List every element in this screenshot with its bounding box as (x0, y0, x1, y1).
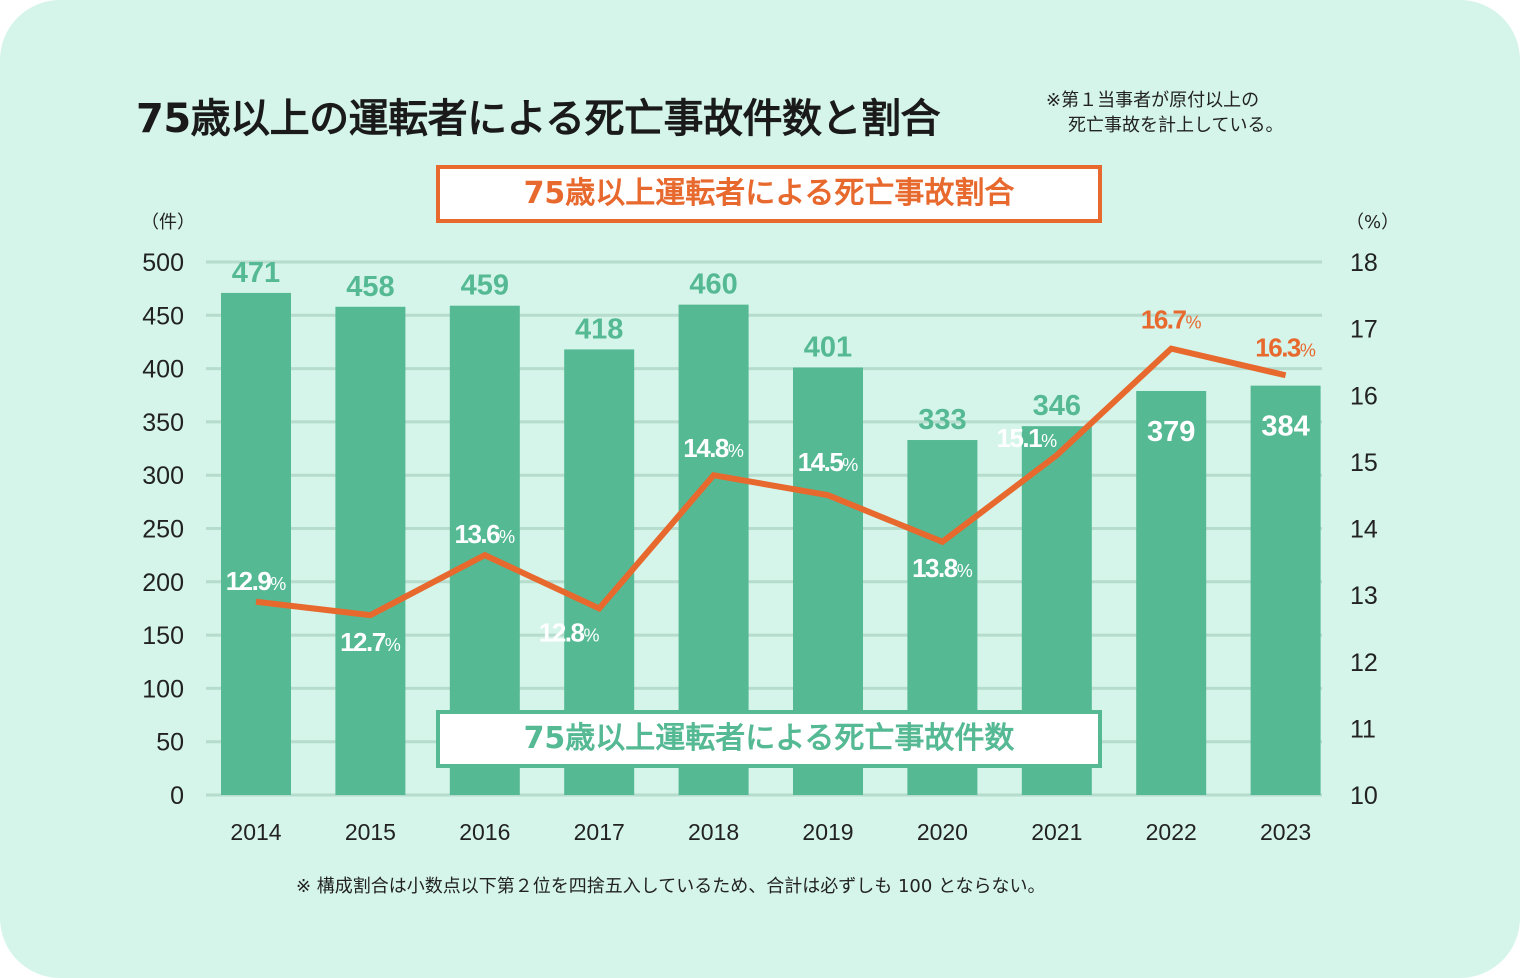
rate-unit: % (1300, 340, 1316, 360)
bar-value-label: 460 (689, 269, 737, 301)
left-tick-label: 350 (142, 409, 184, 437)
rate-labels: 12.9%12.7%13.6%12.8%14.8% 14.5%13.8%15.1%… (226, 305, 1316, 658)
right-tick-label: 13 (1350, 582, 1378, 610)
right-tick-label: 18 (1350, 249, 1378, 277)
bar-value-label: 333 (918, 404, 966, 436)
left-tick-label: 500 (142, 249, 184, 277)
left-tick-label: 50 (156, 729, 184, 757)
rate-value: 16.3 (1255, 332, 1301, 362)
x-axis-ticks: 2014 2015 2016 2017 2018 2019 2020 2021 2022 2023 (230, 819, 1311, 845)
left-tick-label: 400 (142, 356, 184, 384)
footnote: ※ 構成割合は小数点以下第２位を四捨五入しているため、合計は必ずしも 100 と… (296, 876, 1046, 897)
x-tick-label: 2015 (345, 819, 396, 845)
rate-value-label: 16.3% (1255, 332, 1316, 362)
right-tick-label: 14 (1350, 516, 1378, 544)
source-note-line-1: ※第１当事者が原付以上の (1046, 90, 1260, 111)
rate-value-label: 14.8% (683, 433, 744, 463)
x-tick-label: 2016 (459, 819, 510, 845)
bar-value-label: 459 (461, 270, 509, 302)
rate-value-label: 12.8% (539, 617, 600, 647)
legend-count: 75歳以上運転者による死亡事故件数 (436, 710, 1102, 768)
bar (335, 306, 406, 795)
rate-value-label: 12.7% (340, 627, 401, 657)
source-note: ※第１当事者が原付以上の 死亡事故を計上している。 (1046, 88, 1283, 138)
right-axis-ticks: 10 11 12 13 14 15 16 17 18 (1350, 249, 1378, 810)
x-tick-label: 2018 (688, 819, 739, 845)
x-tick-label: 2014 (230, 819, 281, 845)
x-tick-label: 2019 (802, 819, 853, 845)
bar-labels: 471 458 459 418 460 401 333 346 379 384 (232, 257, 1310, 448)
rate-line-path (255, 345, 1287, 619)
right-tick-label: 15 (1350, 449, 1378, 477)
x-tick-label: 2017 (574, 819, 625, 845)
rate-value: 12.8 (539, 617, 585, 647)
x-tick-label: 2023 (1260, 819, 1311, 845)
right-axis-unit: （%） (1346, 212, 1400, 233)
bar-value-label: 379 (1147, 416, 1195, 448)
left-tick-label: 150 (142, 622, 184, 650)
rate-unit: % (270, 574, 286, 594)
legend-rate: 75歳以上運転者による死亡事故割合 (436, 165, 1102, 223)
rate-unit: % (385, 635, 401, 655)
rate-value: 12.7 (340, 627, 386, 657)
bar-value-label: 418 (575, 313, 623, 345)
rate-line (255, 345, 1287, 619)
left-axis-ticks: 0 50 100 150 200 250 300 350 400 450 500 (142, 249, 184, 810)
chart-title: 75歳以上の運転者による死亡事故件数と割合 (136, 96, 940, 142)
right-tick-label: 17 (1350, 316, 1378, 344)
rate-value-label: 13.8% (912, 553, 973, 583)
rate-unit: % (499, 527, 515, 547)
bar-value-label: 346 (1033, 390, 1081, 422)
rate-value: 15.1 (996, 423, 1042, 453)
rate-value: 14.5 (798, 447, 844, 477)
left-tick-label: 450 (142, 302, 184, 330)
source-note-line-2: 死亡事故を計上している。 (1068, 115, 1284, 136)
bar (1136, 390, 1207, 795)
right-tick-label: 16 (1350, 382, 1378, 410)
rate-unit: % (583, 625, 599, 645)
rate-unit: % (957, 561, 973, 581)
bar-value-label: 458 (346, 271, 394, 303)
right-tick-label: 12 (1350, 649, 1378, 677)
left-tick-label: 0 (170, 782, 184, 810)
rate-value: 13.6 (454, 519, 500, 549)
bar (1250, 385, 1321, 795)
rate-value-label: 15.1% (996, 423, 1057, 453)
x-tick-label: 2021 (1031, 819, 1082, 845)
bar-value-label: 384 (1261, 411, 1309, 443)
rate-unit: % (1185, 313, 1201, 333)
rate-value-label: 14.5% (798, 447, 859, 477)
rate-value-label: 13.6% (454, 519, 515, 549)
right-tick-label: 10 (1350, 782, 1378, 810)
rate-value: 13.8 (912, 553, 958, 583)
x-tick-label: 2020 (917, 819, 968, 845)
bar-value-label: 471 (232, 257, 280, 289)
left-tick-label: 200 (142, 569, 184, 597)
x-tick-label: 2022 (1146, 819, 1197, 845)
left-axis-unit: （件） (141, 212, 195, 233)
bar (221, 292, 291, 795)
rate-value: 12.9 (226, 566, 272, 596)
bar-value-label: 401 (804, 332, 852, 364)
left-tick-label: 250 (142, 516, 184, 544)
left-tick-label: 100 (142, 675, 184, 703)
rate-value-label: 12.9% (226, 566, 287, 596)
rate-unit: % (1041, 431, 1057, 451)
rate-value: 14.8 (683, 433, 729, 463)
rate-unit: % (842, 455, 858, 475)
rate-unit: % (728, 441, 744, 461)
rate-value: 16.7 (1141, 305, 1187, 335)
rate-value-label: 16.7% (1141, 305, 1202, 335)
right-tick-label: 11 (1350, 715, 1376, 743)
left-tick-label: 300 (142, 462, 184, 490)
